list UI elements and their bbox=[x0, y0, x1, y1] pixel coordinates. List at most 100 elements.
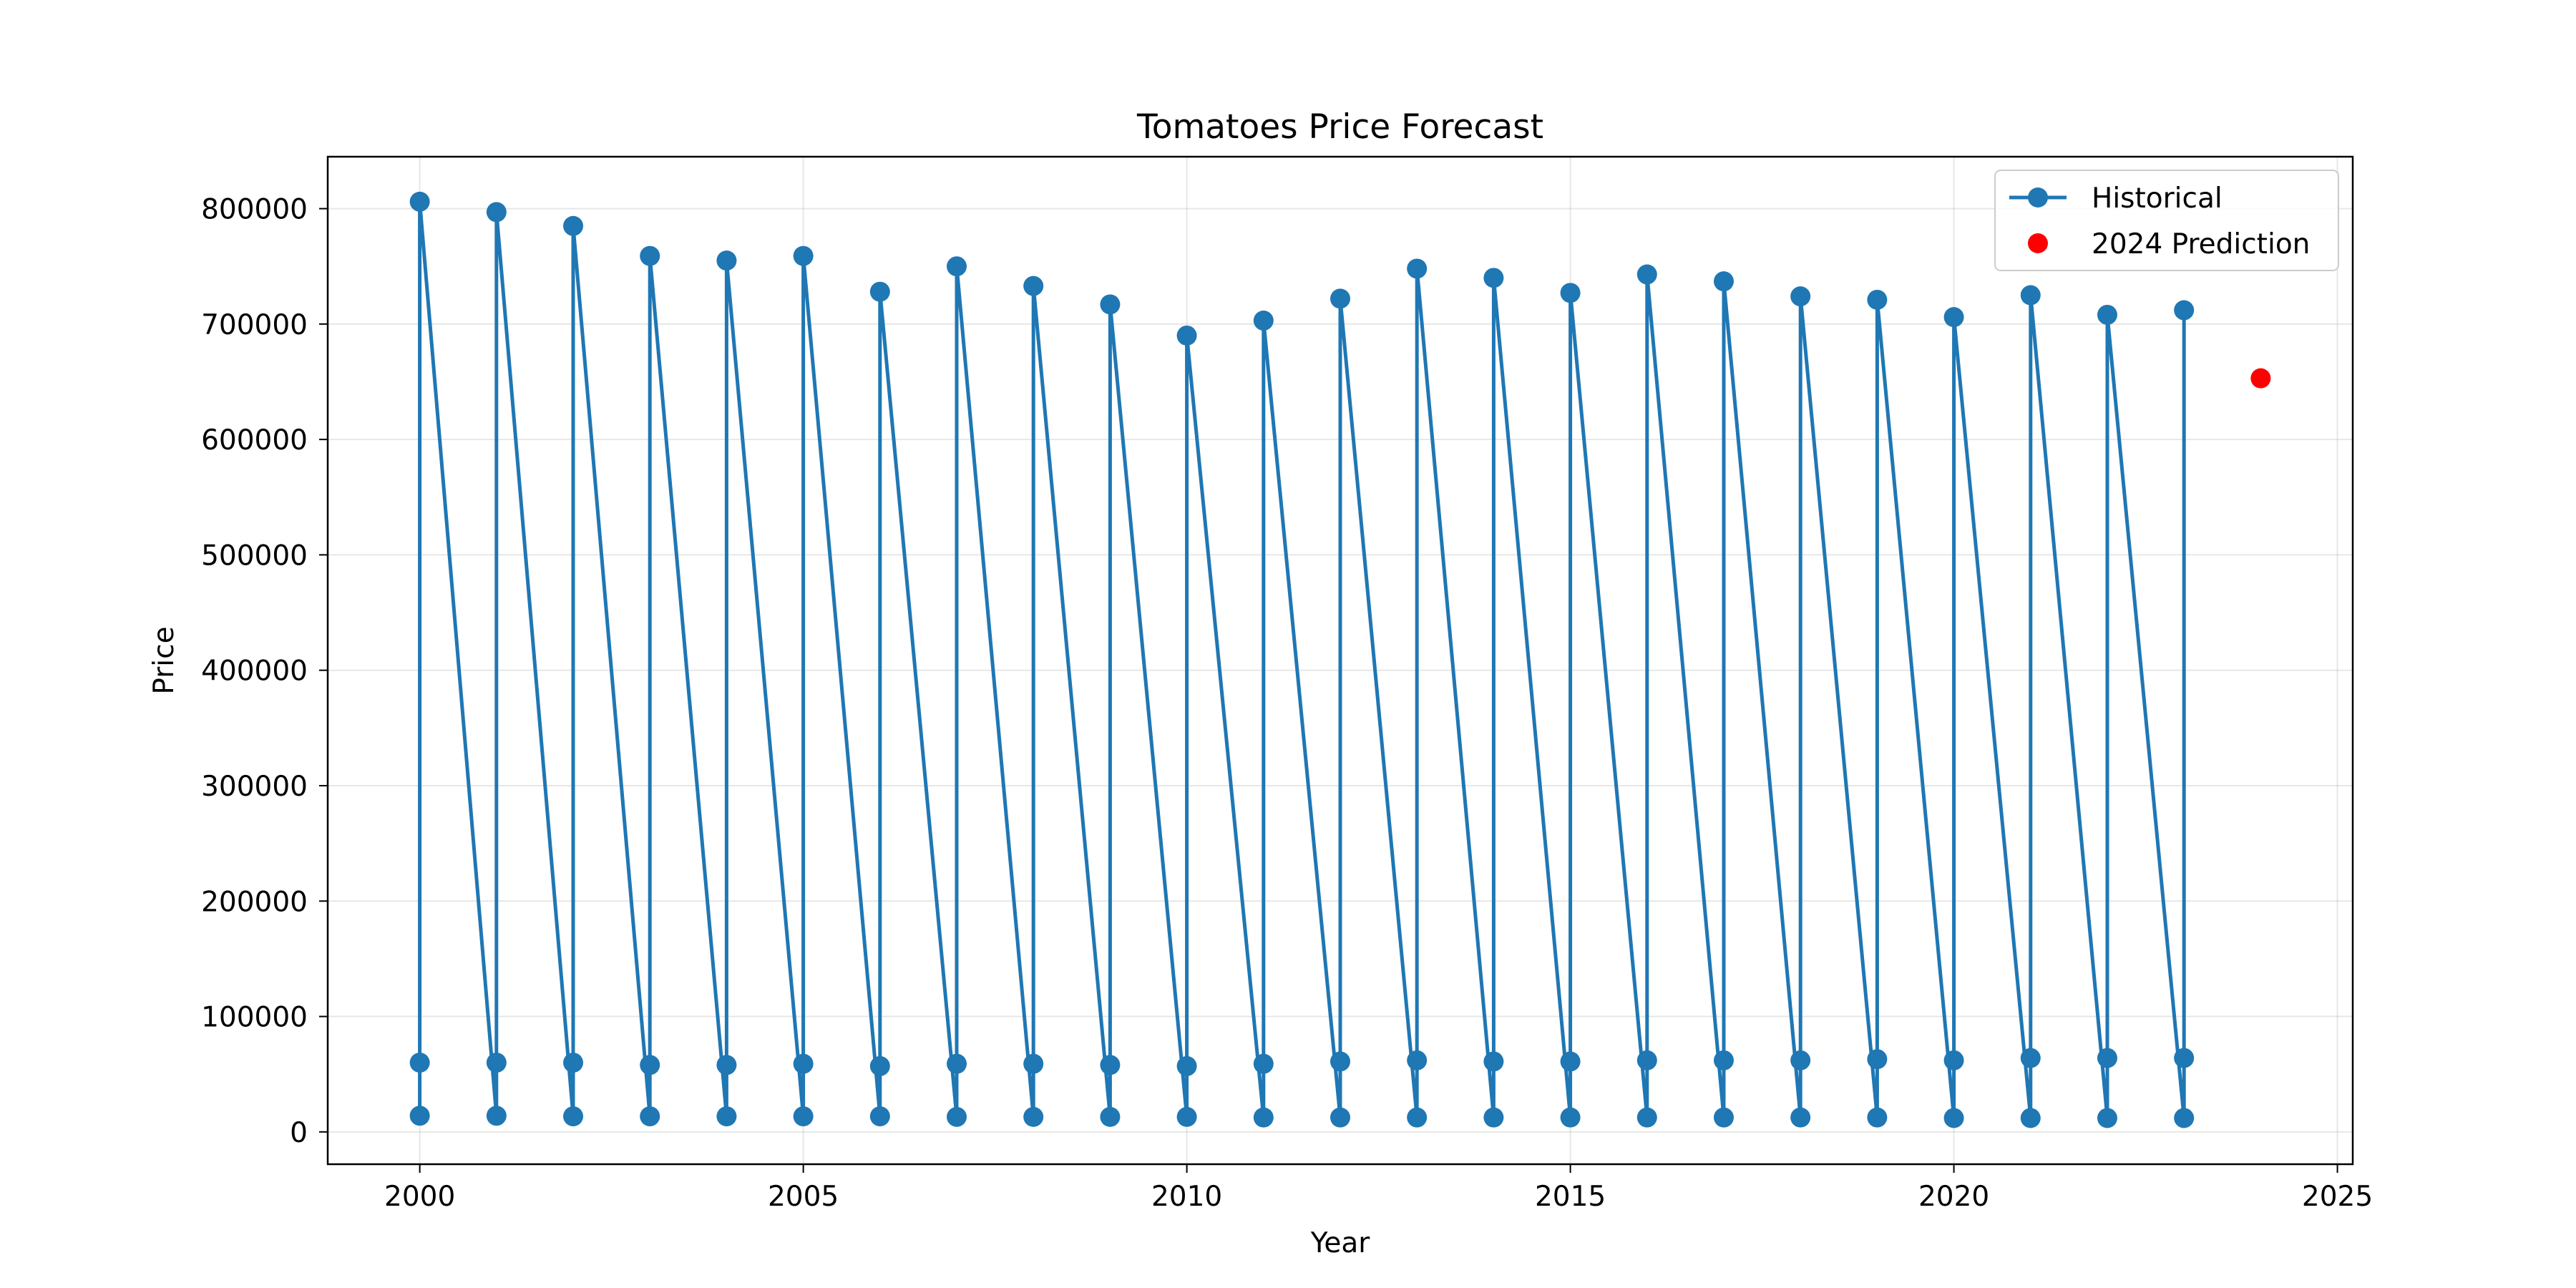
legend: Historical 2024 Prediction bbox=[1994, 170, 2339, 271]
historical-point bbox=[1713, 271, 1734, 292]
historical-point bbox=[1943, 1108, 1964, 1128]
historical-point bbox=[1023, 1106, 1044, 1127]
historical-point bbox=[2020, 1048, 2041, 1068]
historical-point bbox=[1867, 1107, 1888, 1128]
historical-point bbox=[1636, 264, 1657, 285]
historical-point bbox=[2174, 1108, 2195, 1128]
y-tick-label: 200000 bbox=[201, 886, 308, 918]
historical-point bbox=[2020, 1108, 2041, 1128]
historical-point bbox=[409, 1053, 430, 1073]
historical-point bbox=[1636, 1107, 1657, 1128]
historical-point bbox=[563, 1106, 584, 1127]
historical-point bbox=[947, 1106, 967, 1127]
historical-point bbox=[1943, 307, 1964, 328]
historical-point bbox=[1560, 283, 1581, 303]
y-tick-label: 700000 bbox=[201, 309, 308, 341]
historical-point bbox=[1943, 1050, 1964, 1070]
historical-point bbox=[640, 1055, 660, 1075]
x-axis-title: Year bbox=[1310, 1227, 1371, 1259]
historical-point bbox=[640, 245, 660, 266]
historical-point bbox=[793, 245, 814, 266]
historical-point bbox=[2097, 1048, 2117, 1068]
historical-point bbox=[563, 215, 584, 236]
y-tick-label: 800000 bbox=[201, 194, 308, 226]
historical-point bbox=[486, 202, 507, 223]
historical-point bbox=[1253, 1053, 1274, 1074]
historical-point bbox=[409, 1106, 430, 1126]
legend-label: Historical bbox=[2092, 182, 2223, 215]
historical-point bbox=[1867, 1049, 1888, 1070]
axis-ticks: 2000 2005 2010 2015 2020 2025 0 100000 200000 300… bbox=[201, 194, 2373, 1213]
historical-point bbox=[1483, 1107, 1504, 1128]
historical-point bbox=[1100, 1055, 1121, 1075]
historical-point bbox=[1790, 286, 1811, 307]
historical-point bbox=[1713, 1050, 1734, 1070]
legend-frame bbox=[1994, 170, 2339, 271]
historical-point bbox=[486, 1106, 507, 1126]
prediction-point bbox=[2250, 368, 2271, 389]
y-tick-label: 100000 bbox=[201, 1002, 308, 1034]
historical-point bbox=[1253, 311, 1274, 331]
historical-point bbox=[793, 1053, 814, 1074]
y-tick-label: 500000 bbox=[201, 540, 308, 572]
historical-point bbox=[1407, 1050, 1428, 1070]
historical-point bbox=[1176, 1106, 1197, 1127]
historical-line bbox=[418, 200, 2186, 1120]
series-historical bbox=[409, 191, 2195, 1128]
historical-point bbox=[1407, 258, 1428, 279]
historical-point bbox=[947, 1053, 967, 1074]
chart-title: Tomatoes Price Forecast bbox=[1136, 107, 1543, 147]
historical-point bbox=[486, 1053, 507, 1073]
historical-point bbox=[563, 1053, 584, 1073]
historical-point bbox=[947, 256, 967, 277]
historical-point bbox=[1100, 1106, 1121, 1127]
legend-swatch-marker bbox=[2028, 233, 2048, 253]
historical-point bbox=[1253, 1107, 1274, 1128]
historical-point bbox=[1023, 1053, 1044, 1074]
historical-point bbox=[2174, 300, 2195, 321]
historical-point bbox=[1560, 1107, 1581, 1128]
y-tick-label: 400000 bbox=[201, 655, 308, 688]
historical-point bbox=[716, 250, 737, 271]
x-tick-label: 2000 bbox=[384, 1181, 455, 1213]
y-axis-title: Price bbox=[148, 626, 180, 694]
historical-point bbox=[869, 1055, 890, 1076]
x-tick-label: 2015 bbox=[1535, 1181, 1606, 1213]
series-prediction bbox=[2250, 368, 2271, 389]
historical-point bbox=[716, 1106, 737, 1127]
x-tick-label: 2020 bbox=[1918, 1181, 1989, 1213]
historical-point bbox=[2020, 285, 2041, 306]
x-tick-label: 2010 bbox=[1151, 1181, 1222, 1213]
historical-point bbox=[1023, 275, 1044, 296]
historical-point bbox=[1330, 1107, 1350, 1128]
historical-point bbox=[1867, 289, 1888, 310]
series-layer bbox=[409, 191, 2271, 1128]
historical-point bbox=[869, 281, 890, 302]
historical-point bbox=[1790, 1107, 1811, 1128]
historical-point bbox=[1483, 268, 1504, 288]
historical-point bbox=[1330, 288, 1350, 309]
historical-point bbox=[1330, 1051, 1350, 1072]
historical-point bbox=[1713, 1107, 1734, 1128]
historical-point bbox=[2097, 304, 2117, 325]
historical-point bbox=[716, 1055, 737, 1075]
historical-point bbox=[640, 1106, 660, 1127]
x-tick-label: 2005 bbox=[768, 1181, 839, 1213]
x-tick-label: 2025 bbox=[2302, 1181, 2373, 1213]
historical-point bbox=[1560, 1051, 1581, 1072]
legend-label: 2024 Prediction bbox=[2092, 228, 2310, 260]
historical-point bbox=[1483, 1051, 1504, 1072]
y-tick-label: 600000 bbox=[201, 424, 308, 457]
historical-point bbox=[1100, 294, 1121, 315]
historical-point bbox=[2097, 1108, 2117, 1128]
legend-swatch-marker bbox=[2028, 187, 2048, 208]
plot-area-frame bbox=[326, 155, 2354, 1166]
legend-item: 2024 Prediction bbox=[2028, 228, 2310, 260]
historical-point bbox=[2174, 1048, 2195, 1068]
y-tick-label: 0 bbox=[290, 1117, 308, 1149]
historical-point bbox=[1790, 1050, 1811, 1070]
historical-point bbox=[1176, 1055, 1197, 1076]
historical-point bbox=[1407, 1107, 1428, 1128]
historical-point bbox=[409, 191, 430, 212]
